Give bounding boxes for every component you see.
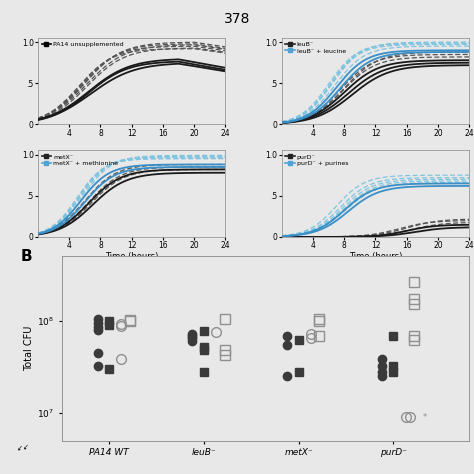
Text: 378: 378 [224, 12, 250, 26]
Y-axis label: Total CFU: Total CFU [24, 326, 34, 371]
Text: *: * [423, 413, 427, 422]
X-axis label: Time (hours): Time (hours) [105, 252, 158, 261]
X-axis label: Time (hours): Time (hours) [349, 252, 402, 261]
Legend: metX⁻, metX⁻ + methionine: metX⁻, metX⁻ + methionine [39, 152, 120, 169]
Text: $\swarrow\!\!\swarrow$: $\swarrow\!\!\swarrow$ [15, 442, 31, 453]
Text: B: B [21, 248, 33, 264]
Legend: PA14 unsupplemented: PA14 unsupplemented [39, 39, 126, 50]
Legend: purD⁻, purD⁻ + purines: purD⁻, purD⁻ + purines [283, 152, 351, 169]
Legend: leuB⁻, leuB⁻ + leucine: leuB⁻, leuB⁻ + leucine [283, 39, 348, 56]
